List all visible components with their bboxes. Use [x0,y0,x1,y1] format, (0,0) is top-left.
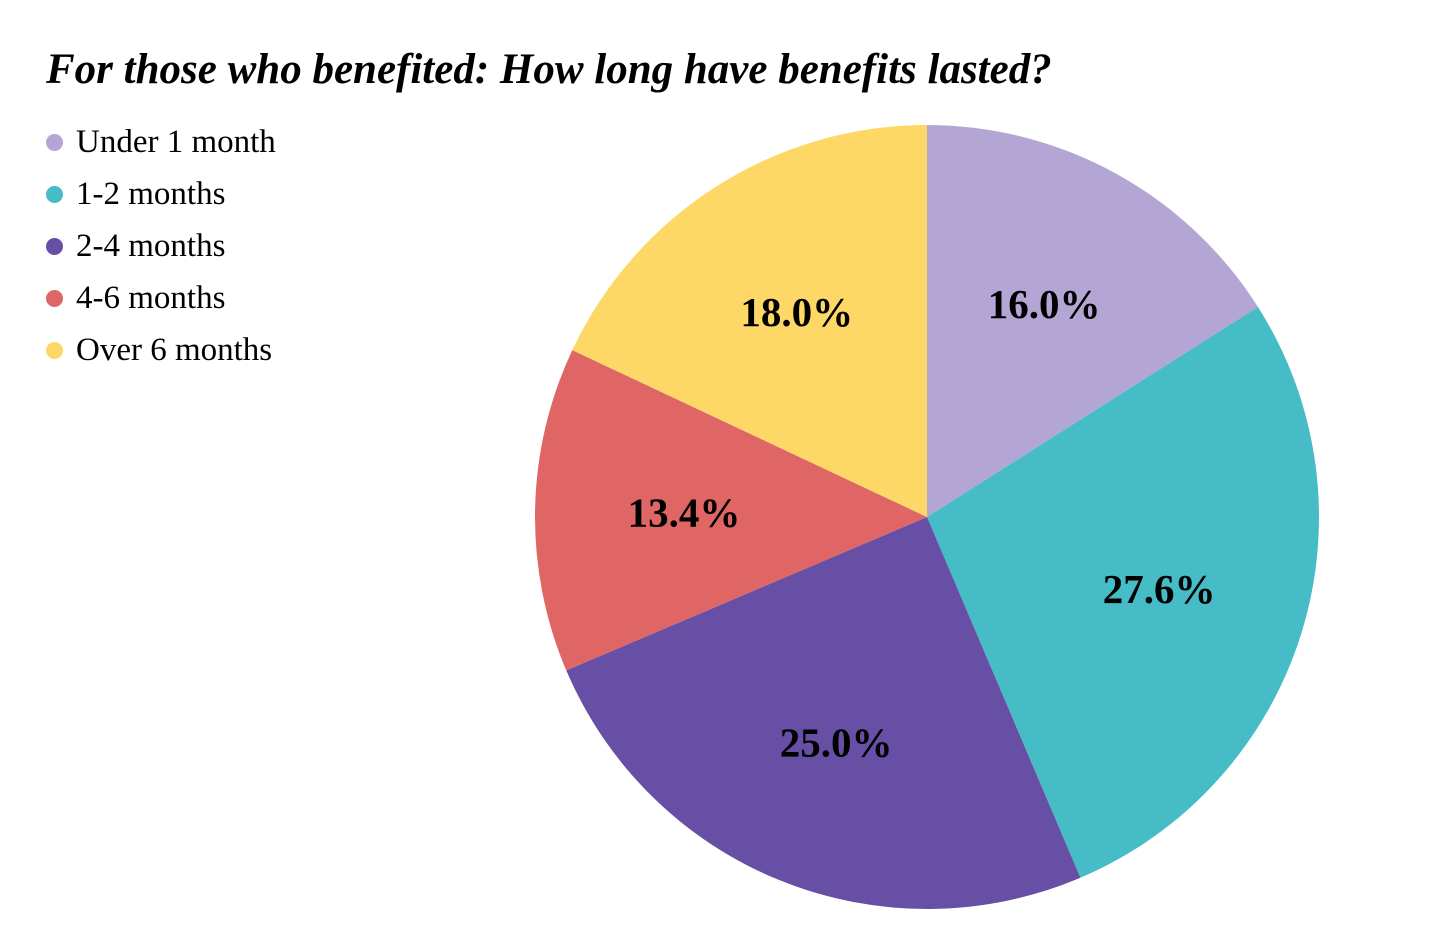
chart-legend: Under 1 month 1-2 months 2-4 months 4-6 … [46,116,276,376]
legend-swatch-over-6-months [46,341,63,359]
legend-item-1-2-months: 1-2 months [46,168,276,220]
legend-label-over-6-months: Over 6 months [76,331,273,368]
legend-item-4-6-months: 4-6 months [46,272,276,324]
legend-swatch-2-4-months [46,237,63,255]
legend-swatch-1-2-months [46,185,63,203]
pie-slice-1-2-months [927,306,1319,878]
pie-slice-over-6-months [572,124,927,518]
legend-item-under-1-month: Under 1 month [46,116,276,168]
pie-slices [535,124,1319,909]
legend-label-under-1-month: Under 1 month [76,123,276,160]
pie-label-over-6-months: 18.0% [740,289,853,335]
legend-swatch-4-6-months [46,289,63,307]
legend-swatch-under-1-month [46,133,63,151]
legend-label-2-4-months: 2-4 months [76,227,226,264]
legend-label-4-6-months: 4-6 months [76,279,226,316]
pie-label-under-1-month: 16.0% [988,281,1101,327]
pie-slice-4-6-months [535,350,927,671]
legend-item-over-6-months: Over 6 months [46,324,276,376]
pie-value-labels: 16.0% 27.6% 25.0% 13.4% 18.0% [628,281,1216,765]
pie-slice-under-1-month [927,125,1258,517]
legend-label-1-2-months: 1-2 months [76,175,226,212]
legend-item-2-4-months: 2-4 months [46,220,276,272]
pie-label-2-4-months: 25.0% [780,719,893,765]
pie-label-4-6-months: 13.4% [628,489,741,535]
pie-label-1-2-months: 27.6% [1103,566,1216,612]
chart-title: For those who benefited: How long have b… [46,46,1052,93]
pie-slice-2-4-months [566,517,1081,909]
